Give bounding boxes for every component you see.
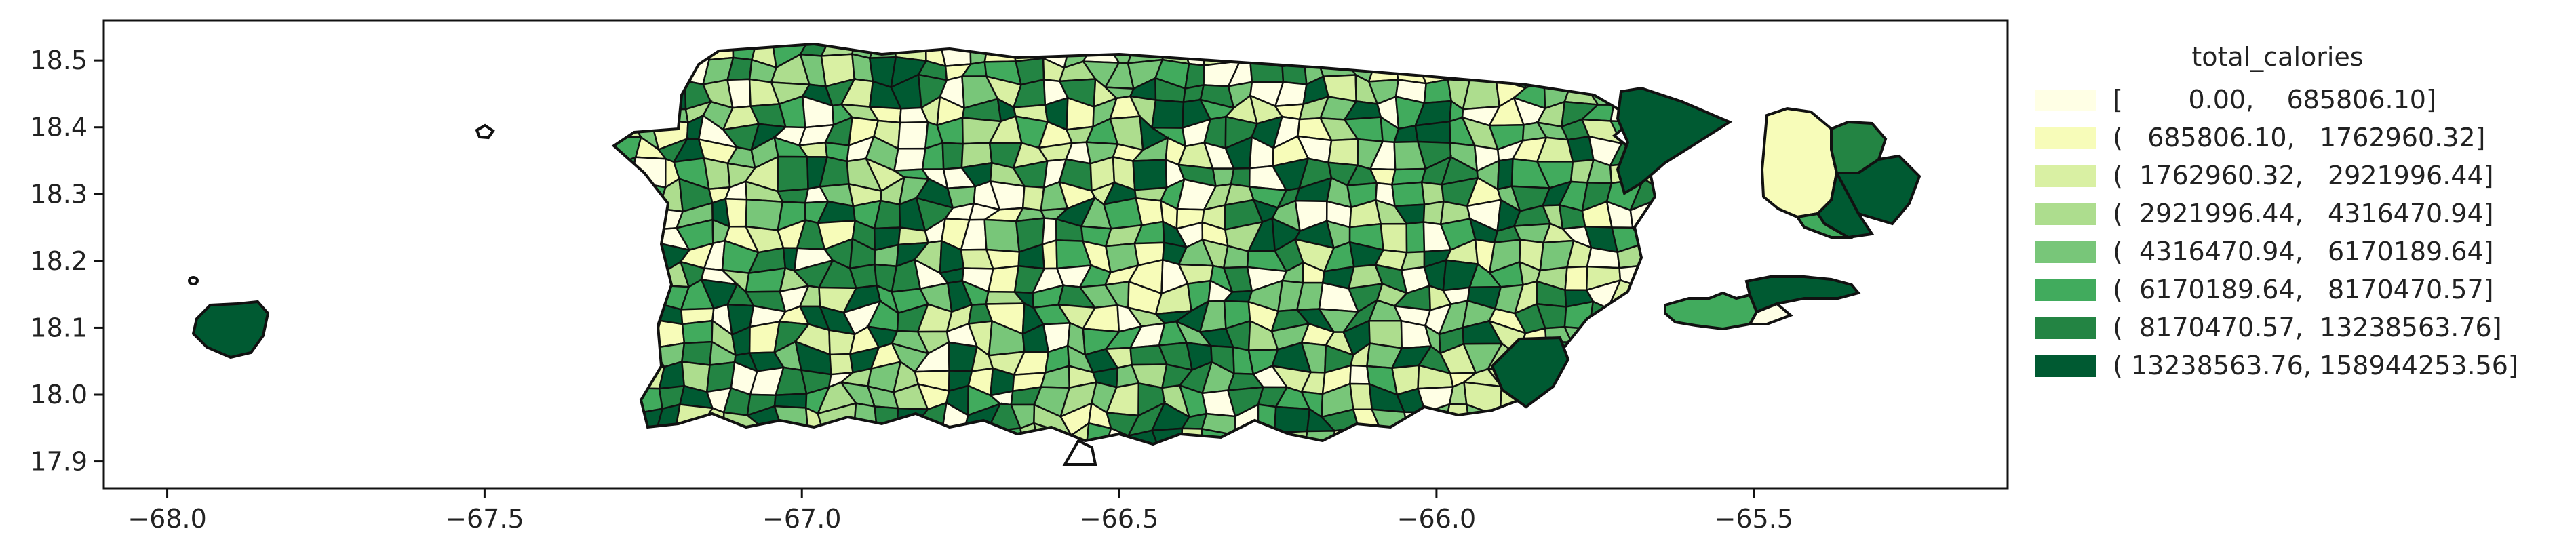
x-tick-label: −67.5 — [445, 504, 524, 534]
municipality-region — [1041, 239, 1058, 270]
x-tick-label: −66.5 — [1080, 504, 1158, 534]
island-desecheo — [475, 123, 495, 140]
x-axis: −68.0 −67.5 −67.0 −66.5 −66.0 −65.5 — [128, 488, 1793, 534]
legend-swatch — [2035, 317, 2096, 339]
legend-label: ( 6170189.64, 8170470.57] — [2113, 275, 2493, 304]
legend-label: ( 685806.10, 1762960.32] — [2113, 123, 2485, 153]
legend-label: ( 4316470.94, 6170189.64] — [2113, 237, 2493, 266]
island-monito — [188, 276, 199, 285]
island-culebra-west — [1760, 106, 1839, 219]
small-islands — [188, 86, 1921, 466]
y-tick-label: 18.3 — [30, 179, 87, 209]
municipality-region — [1151, 99, 1185, 129]
legend-swatch — [2035, 241, 2096, 263]
y-axis: 17.9 18.0 18.1 18.2 18.3 18.4 18.5 — [30, 45, 104, 477]
x-tick-label: −67.0 — [762, 504, 841, 534]
legend-swatch — [2035, 279, 2096, 301]
municipality-region — [1496, 157, 1514, 191]
municipality-region — [897, 226, 930, 246]
legend-swatch — [2035, 355, 2096, 377]
municipality-region — [1390, 181, 1426, 207]
island-vieques-east — [1744, 275, 1861, 314]
legend-label: ( 13238563.76, 158944253.56] — [2113, 351, 2518, 380]
municipality-region — [1564, 265, 1588, 291]
municipality-region — [1132, 159, 1168, 191]
legend: total_calories [ 0.00, 685806.10] ( 68580… — [2035, 42, 2518, 380]
y-tick-label: 18.4 — [30, 113, 87, 142]
y-tick-label: 18.2 — [30, 246, 87, 276]
y-tick-label: 18.1 — [30, 313, 87, 342]
municipality-region — [1423, 78, 1453, 104]
main-island — [612, 43, 1656, 446]
legend-label: ( 1762960.32, 2921996.44] — [2113, 161, 2493, 191]
legend-swatch — [2035, 165, 2096, 187]
x-tick-label: −65.5 — [1715, 504, 1793, 534]
island-vieques-mid — [1747, 302, 1793, 325]
legend-title: total_calories — [2191, 42, 2363, 72]
municipality-region — [897, 121, 929, 150]
municipality-region — [724, 197, 748, 228]
legend-swatch — [2035, 203, 2096, 225]
legend-label: ( 8170470.57, 13238563.76] — [2113, 313, 2502, 342]
island-northeast-cluster — [1616, 86, 1733, 196]
island-caja-de-muerto — [1062, 439, 1097, 466]
municipality-region — [745, 198, 784, 231]
municipality-region — [681, 319, 714, 344]
legend-label: ( 2921996.44, 4316470.94] — [2113, 199, 2493, 229]
municipality-region — [1380, 222, 1408, 254]
y-tick-label: 18.5 — [30, 45, 87, 75]
municipality-region — [777, 155, 809, 193]
x-tick-label: −66.0 — [1397, 504, 1476, 534]
municipality-region — [1273, 405, 1311, 434]
legend-swatch — [2035, 90, 2096, 111]
island-southeast-islet — [1490, 336, 1570, 409]
island-culebra-east-4 — [1795, 212, 1854, 239]
island-mona — [191, 300, 270, 359]
x-tick-label: −68.0 — [128, 504, 206, 534]
y-tick-label: 17.9 — [30, 447, 87, 477]
municipality-region — [941, 142, 964, 170]
municipality-region — [1327, 138, 1359, 167]
municipality-region — [1349, 382, 1373, 411]
municipality-region — [1462, 78, 1501, 111]
municipality-region — [703, 157, 731, 191]
island-culebra-east-2 — [1834, 154, 1921, 226]
municipality-region — [776, 188, 810, 204]
municipality-region — [983, 218, 1021, 253]
legend-swatch — [2035, 127, 2096, 149]
municipality-region — [893, 147, 926, 172]
municipality-region — [1414, 120, 1451, 144]
legend-label: [ 0.00, 685806.10] — [2113, 85, 2436, 115]
municipality-region — [1405, 221, 1426, 254]
municipality-region — [829, 353, 854, 376]
municipality-region — [987, 264, 1020, 293]
y-tick-label: 18.0 — [30, 380, 87, 410]
